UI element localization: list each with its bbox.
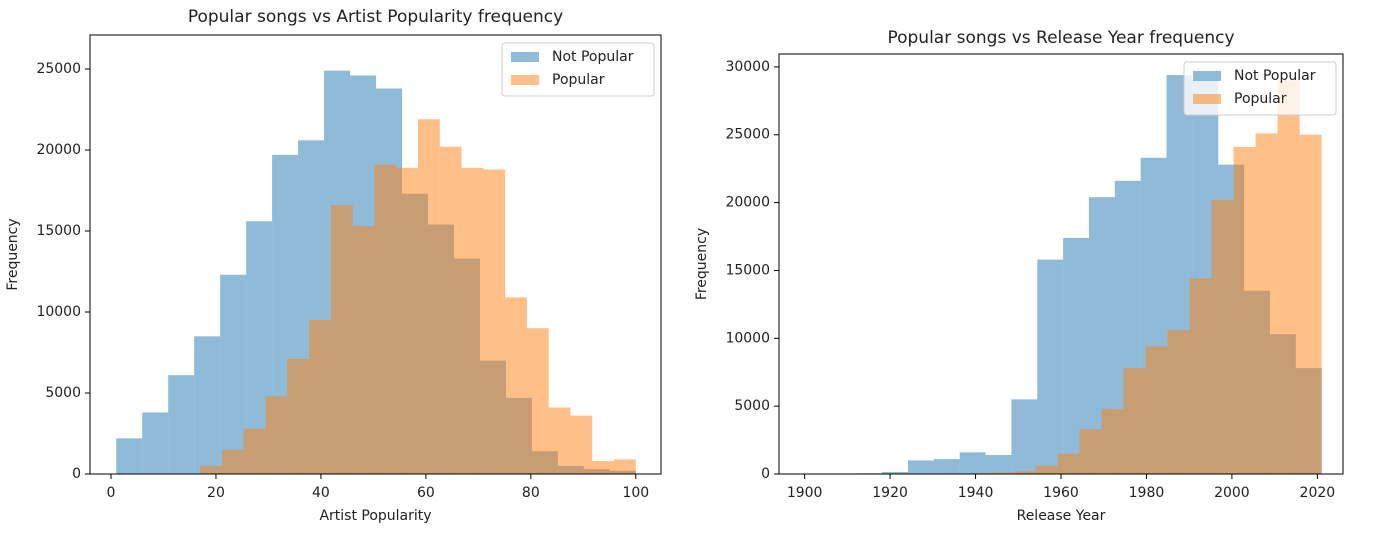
x-tick-label: 2000 — [1214, 485, 1250, 501]
legend-label: Popular — [552, 72, 605, 88]
bar — [1101, 408, 1124, 474]
bar — [985, 455, 1012, 474]
bar — [1079, 429, 1102, 474]
bar — [1037, 259, 1064, 474]
bar — [221, 449, 244, 474]
plot-frame — [89, 34, 662, 475]
bar — [461, 167, 484, 474]
x-tick-label: 80 — [522, 485, 540, 501]
y-tick-label: 0 — [761, 466, 770, 482]
x-tick-label: 20 — [207, 485, 225, 501]
bar — [1277, 80, 1300, 474]
x-tick-label: 1960 — [1043, 485, 1079, 501]
y-axis-label: Frequency — [694, 228, 710, 300]
x-tick-label: 2020 — [1300, 485, 1336, 501]
legend-swatch — [1193, 94, 1221, 104]
x-axis-label: Release Year — [1017, 508, 1106, 524]
bar — [592, 461, 615, 474]
bar — [352, 226, 375, 474]
bar — [505, 297, 527, 474]
bar — [1035, 465, 1058, 474]
bar — [194, 336, 221, 474]
x-tick-label: 1940 — [958, 485, 994, 501]
bar — [1189, 278, 1212, 474]
bar — [1299, 134, 1322, 474]
bar — [1013, 471, 1036, 474]
x-tick-label: 40 — [312, 485, 330, 501]
bar — [418, 119, 440, 475]
bar — [1255, 133, 1278, 474]
y-tick-label: 15000 — [36, 223, 81, 239]
bar — [142, 412, 169, 474]
x-tick-label: 60 — [417, 485, 435, 501]
legend-box — [501, 42, 655, 97]
y-tick-label: 10000 — [725, 330, 770, 346]
legend-label: Not Popular — [552, 49, 634, 65]
y-tick-label: 0 — [72, 466, 81, 482]
bar — [933, 459, 960, 474]
x-tick-label: 1980 — [1129, 485, 1165, 501]
bar — [570, 415, 593, 474]
y-axis-label: Frequency — [5, 218, 21, 290]
legend-box — [1183, 61, 1337, 116]
bar — [991, 472, 1014, 474]
plot-frame — [778, 53, 1344, 475]
legend: Not Popular Popular — [1183, 61, 1337, 116]
bar — [483, 169, 506, 475]
y-tick-label: 25000 — [36, 61, 81, 77]
chart-title: Popular songs vs Artist Popularity frequ… — [188, 7, 563, 27]
bar — [1167, 330, 1190, 474]
bar — [1011, 399, 1038, 474]
legend-swatch — [1193, 71, 1221, 81]
x-tick-label: 100 — [622, 485, 649, 501]
y-tick-label: 20000 — [725, 195, 770, 211]
bar — [200, 465, 222, 474]
legend-label: Not Popular — [1234, 68, 1316, 84]
y-tick-label: 20000 — [36, 142, 81, 158]
bar — [309, 320, 331, 474]
x-tick-label: 1900 — [787, 485, 823, 501]
bar — [1233, 146, 1256, 475]
bar — [396, 167, 419, 474]
y-tick-label: 15000 — [725, 262, 770, 278]
bar — [959, 452, 986, 474]
y-tick-label: 25000 — [725, 127, 770, 143]
bar — [526, 328, 549, 474]
bar — [614, 459, 636, 474]
bar — [882, 471, 909, 474]
legend-swatch — [511, 52, 539, 62]
bar — [1057, 453, 1080, 474]
bar — [548, 407, 571, 474]
bar — [374, 164, 397, 474]
bar — [243, 428, 266, 474]
bar — [116, 438, 143, 474]
legend-label: Popular — [1234, 91, 1287, 107]
chart-title: Popular songs vs Release Year frequency — [887, 28, 1234, 48]
y-tick-label: 5000 — [45, 385, 81, 401]
bar — [908, 460, 934, 474]
bar — [439, 146, 462, 474]
y-tick-label: 5000 — [734, 398, 770, 414]
legend-swatch — [511, 75, 539, 85]
bar — [168, 375, 195, 474]
chart: Popular songs vs Release Year frequency R… — [694, 28, 1344, 524]
bar — [1123, 368, 1146, 474]
x-axis-label: Artist Popularity — [319, 508, 431, 524]
bar — [220, 274, 247, 474]
x-tick-label: 1920 — [872, 485, 908, 501]
bar — [1211, 199, 1234, 475]
y-tick-label: 10000 — [36, 304, 81, 320]
legend: Not Popular Popular — [501, 42, 655, 97]
x-tick-label: 0 — [107, 485, 116, 501]
y-tick-label: 30000 — [725, 59, 770, 75]
bar — [265, 396, 288, 474]
bar — [330, 205, 353, 474]
bar — [287, 358, 310, 474]
bar — [1145, 346, 1168, 474]
chart: Popular songs vs Artist Popularity frequ… — [5, 7, 662, 524]
